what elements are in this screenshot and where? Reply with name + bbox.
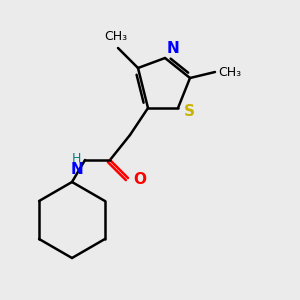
Text: S: S <box>184 104 195 119</box>
Text: N: N <box>167 41 180 56</box>
Text: H: H <box>72 152 81 164</box>
Text: CH₃: CH₃ <box>104 30 128 43</box>
Text: O: O <box>133 172 146 188</box>
Text: N: N <box>70 162 83 177</box>
Text: CH₃: CH₃ <box>218 65 241 79</box>
